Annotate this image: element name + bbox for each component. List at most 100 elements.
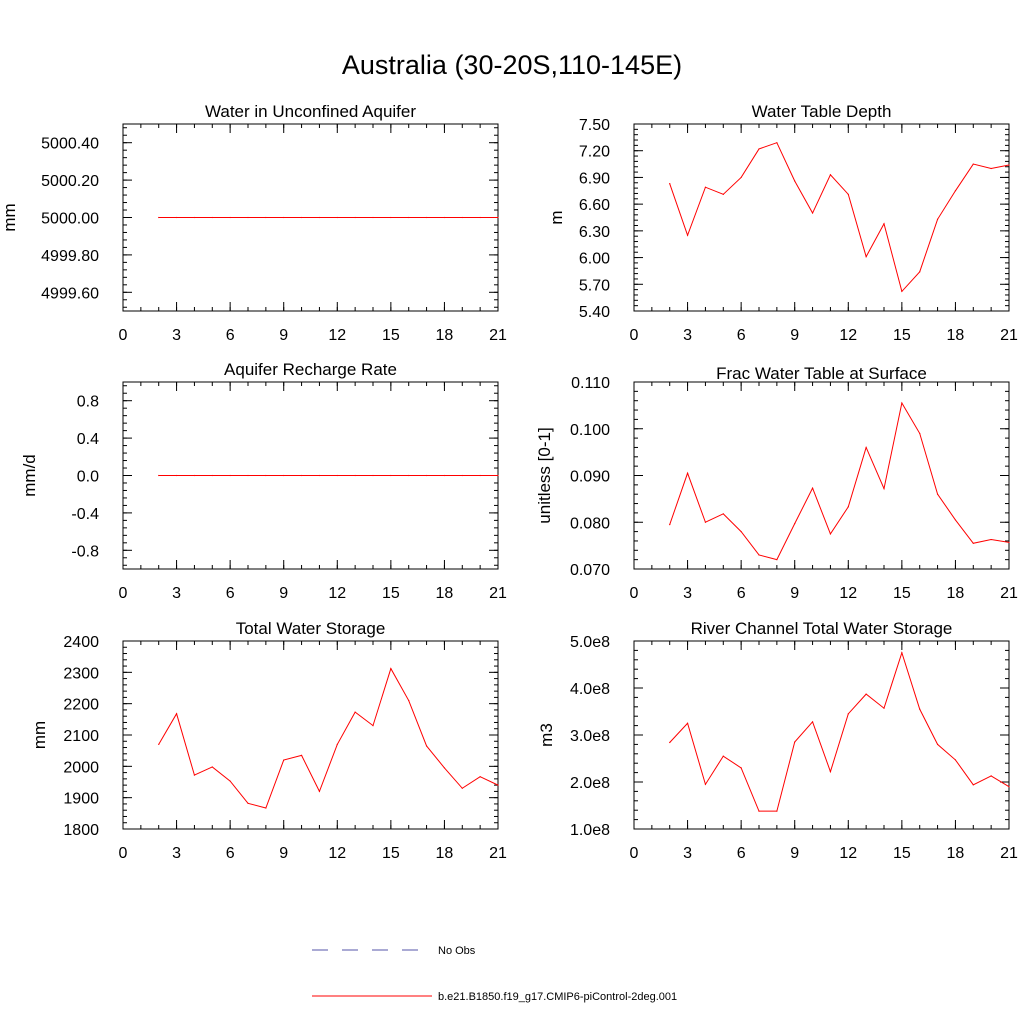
data-point <box>919 432 921 435</box>
data-point <box>158 474 160 477</box>
data-point <box>936 218 939 220</box>
x-tick-label: 21 <box>489 327 507 344</box>
x-tick-label: 12 <box>839 585 857 602</box>
data-point <box>193 474 196 477</box>
data-point <box>300 754 303 756</box>
y-tick-label: -0.8 <box>71 543 99 560</box>
x-tick-label: 0 <box>119 585 128 602</box>
y-tick-label: 0.4 <box>77 431 99 448</box>
data-point <box>883 707 885 709</box>
series-line <box>669 651 1010 812</box>
data-point <box>758 810 760 812</box>
data-point <box>722 193 724 195</box>
data-point <box>497 216 499 219</box>
data-point <box>443 474 446 477</box>
y-tick-label: 1800 <box>63 822 99 839</box>
y-tick-label: 7.50 <box>579 117 610 134</box>
panel-5: 0 3 6 9 12 15 18 21 1800 1900 2000 2100 2200 2300 2400… <box>30 619 507 862</box>
panel-title: Frac Water Table at Surface <box>716 364 927 383</box>
legend: No Obs b.e21.B1850.f19_g17.CMIP6-piContro… <box>312 945 677 1003</box>
y-tick-label: 2300 <box>63 665 99 682</box>
data-point <box>390 216 392 219</box>
x-tick-label: 9 <box>790 845 799 862</box>
x-tick-label: 12 <box>839 845 857 862</box>
data-point <box>686 472 689 474</box>
x-tick-label: 3 <box>683 845 692 862</box>
x-tick-label: 9 <box>279 327 288 344</box>
x-tick-label: 15 <box>893 585 911 602</box>
data-point <box>829 771 832 773</box>
data-point <box>669 523 671 526</box>
x-tick-label: 18 <box>947 585 965 602</box>
series-line <box>669 401 1010 561</box>
x-tick-label: 15 <box>893 327 911 344</box>
data-point <box>811 487 814 489</box>
x-tick-label: 12 <box>328 585 346 602</box>
x-tick-label: 15 <box>382 845 400 862</box>
data-point <box>883 223 885 225</box>
y-tick-label: 2200 <box>63 697 99 714</box>
y-tick-label: 4999.60 <box>41 285 99 302</box>
legend-label-2: b.e21.B1850.f19_g17.CMIP6-piControl-2deg… <box>438 991 677 1003</box>
data-point <box>811 212 814 214</box>
panel-6: 0 3 6 9 12 15 18 21 1.0e8 2.0e8 3.0e8 4.0e8 5.0e8 Riv… <box>537 619 1018 862</box>
data-point <box>318 216 321 219</box>
y-tick-label: 6.00 <box>579 251 610 268</box>
data-point <box>990 167 992 170</box>
data-point <box>722 755 724 757</box>
data-point <box>740 176 742 179</box>
y-tick-label: 2000 <box>63 759 99 776</box>
data-point <box>847 193 849 195</box>
data-point <box>794 523 796 525</box>
y-axis-label: m <box>547 210 566 224</box>
x-tick-label: 3 <box>172 845 181 862</box>
panel-title: Total Water Storage <box>236 619 386 638</box>
y-axis-label: mm <box>30 721 49 749</box>
data-point <box>1008 786 1010 788</box>
data-point <box>211 216 213 219</box>
y-tick-label: 0.110 <box>571 375 610 392</box>
panel-title: Water Table Depth <box>752 102 892 121</box>
y-axis-label: mm <box>0 203 19 231</box>
data-point <box>936 743 939 746</box>
x-tick-label: 18 <box>436 845 454 862</box>
data-point <box>390 667 392 670</box>
data-point <box>901 652 903 654</box>
x-tick-label: 3 <box>683 327 692 344</box>
data-point <box>686 722 689 724</box>
x-tick-label: 0 <box>630 845 639 862</box>
data-point <box>811 721 814 723</box>
x-tick-label: 18 <box>947 327 965 344</box>
x-tick-label: 6 <box>226 327 235 344</box>
data-point <box>300 216 303 219</box>
data-point <box>704 521 707 523</box>
y-tick-label: 5000.20 <box>41 173 99 190</box>
x-tick-label: 9 <box>790 585 799 602</box>
data-point <box>704 783 707 785</box>
x-tick-label: 3 <box>172 585 181 602</box>
data-point <box>883 487 885 490</box>
x-tick-label: 21 <box>489 845 507 862</box>
y-tick-label: 0.100 <box>570 422 610 439</box>
x-tick-label: 9 <box>279 845 288 862</box>
data-point <box>408 216 410 219</box>
y-tick-label: 5.40 <box>579 304 610 321</box>
data-point <box>954 519 957 521</box>
x-tick-label: 0 <box>630 327 639 344</box>
panel-1: 0 3 6 9 12 15 18 21 4999.60 4999.80 5000.00 5000.20… <box>0 102 507 344</box>
y-tick-label: 5.70 <box>579 277 610 294</box>
y-tick-label: 2100 <box>63 728 99 745</box>
data-point <box>193 774 196 776</box>
data-point <box>740 767 742 769</box>
y-tick-label: 0.080 <box>570 515 610 532</box>
x-tick-label: 9 <box>790 327 799 344</box>
panel-3: 0 3 6 9 12 15 18 21 -0.8 -0.4 0.0 0.4 0.8 Aquifer Rec… <box>20 360 507 602</box>
x-tick-label: 12 <box>839 327 857 344</box>
x-tick-label: 6 <box>737 327 746 344</box>
data-point <box>175 474 178 477</box>
data-point <box>865 693 867 695</box>
data-point <box>1008 541 1010 543</box>
data-point <box>390 474 392 477</box>
x-tick-label: 12 <box>328 845 346 862</box>
data-point <box>354 216 356 219</box>
